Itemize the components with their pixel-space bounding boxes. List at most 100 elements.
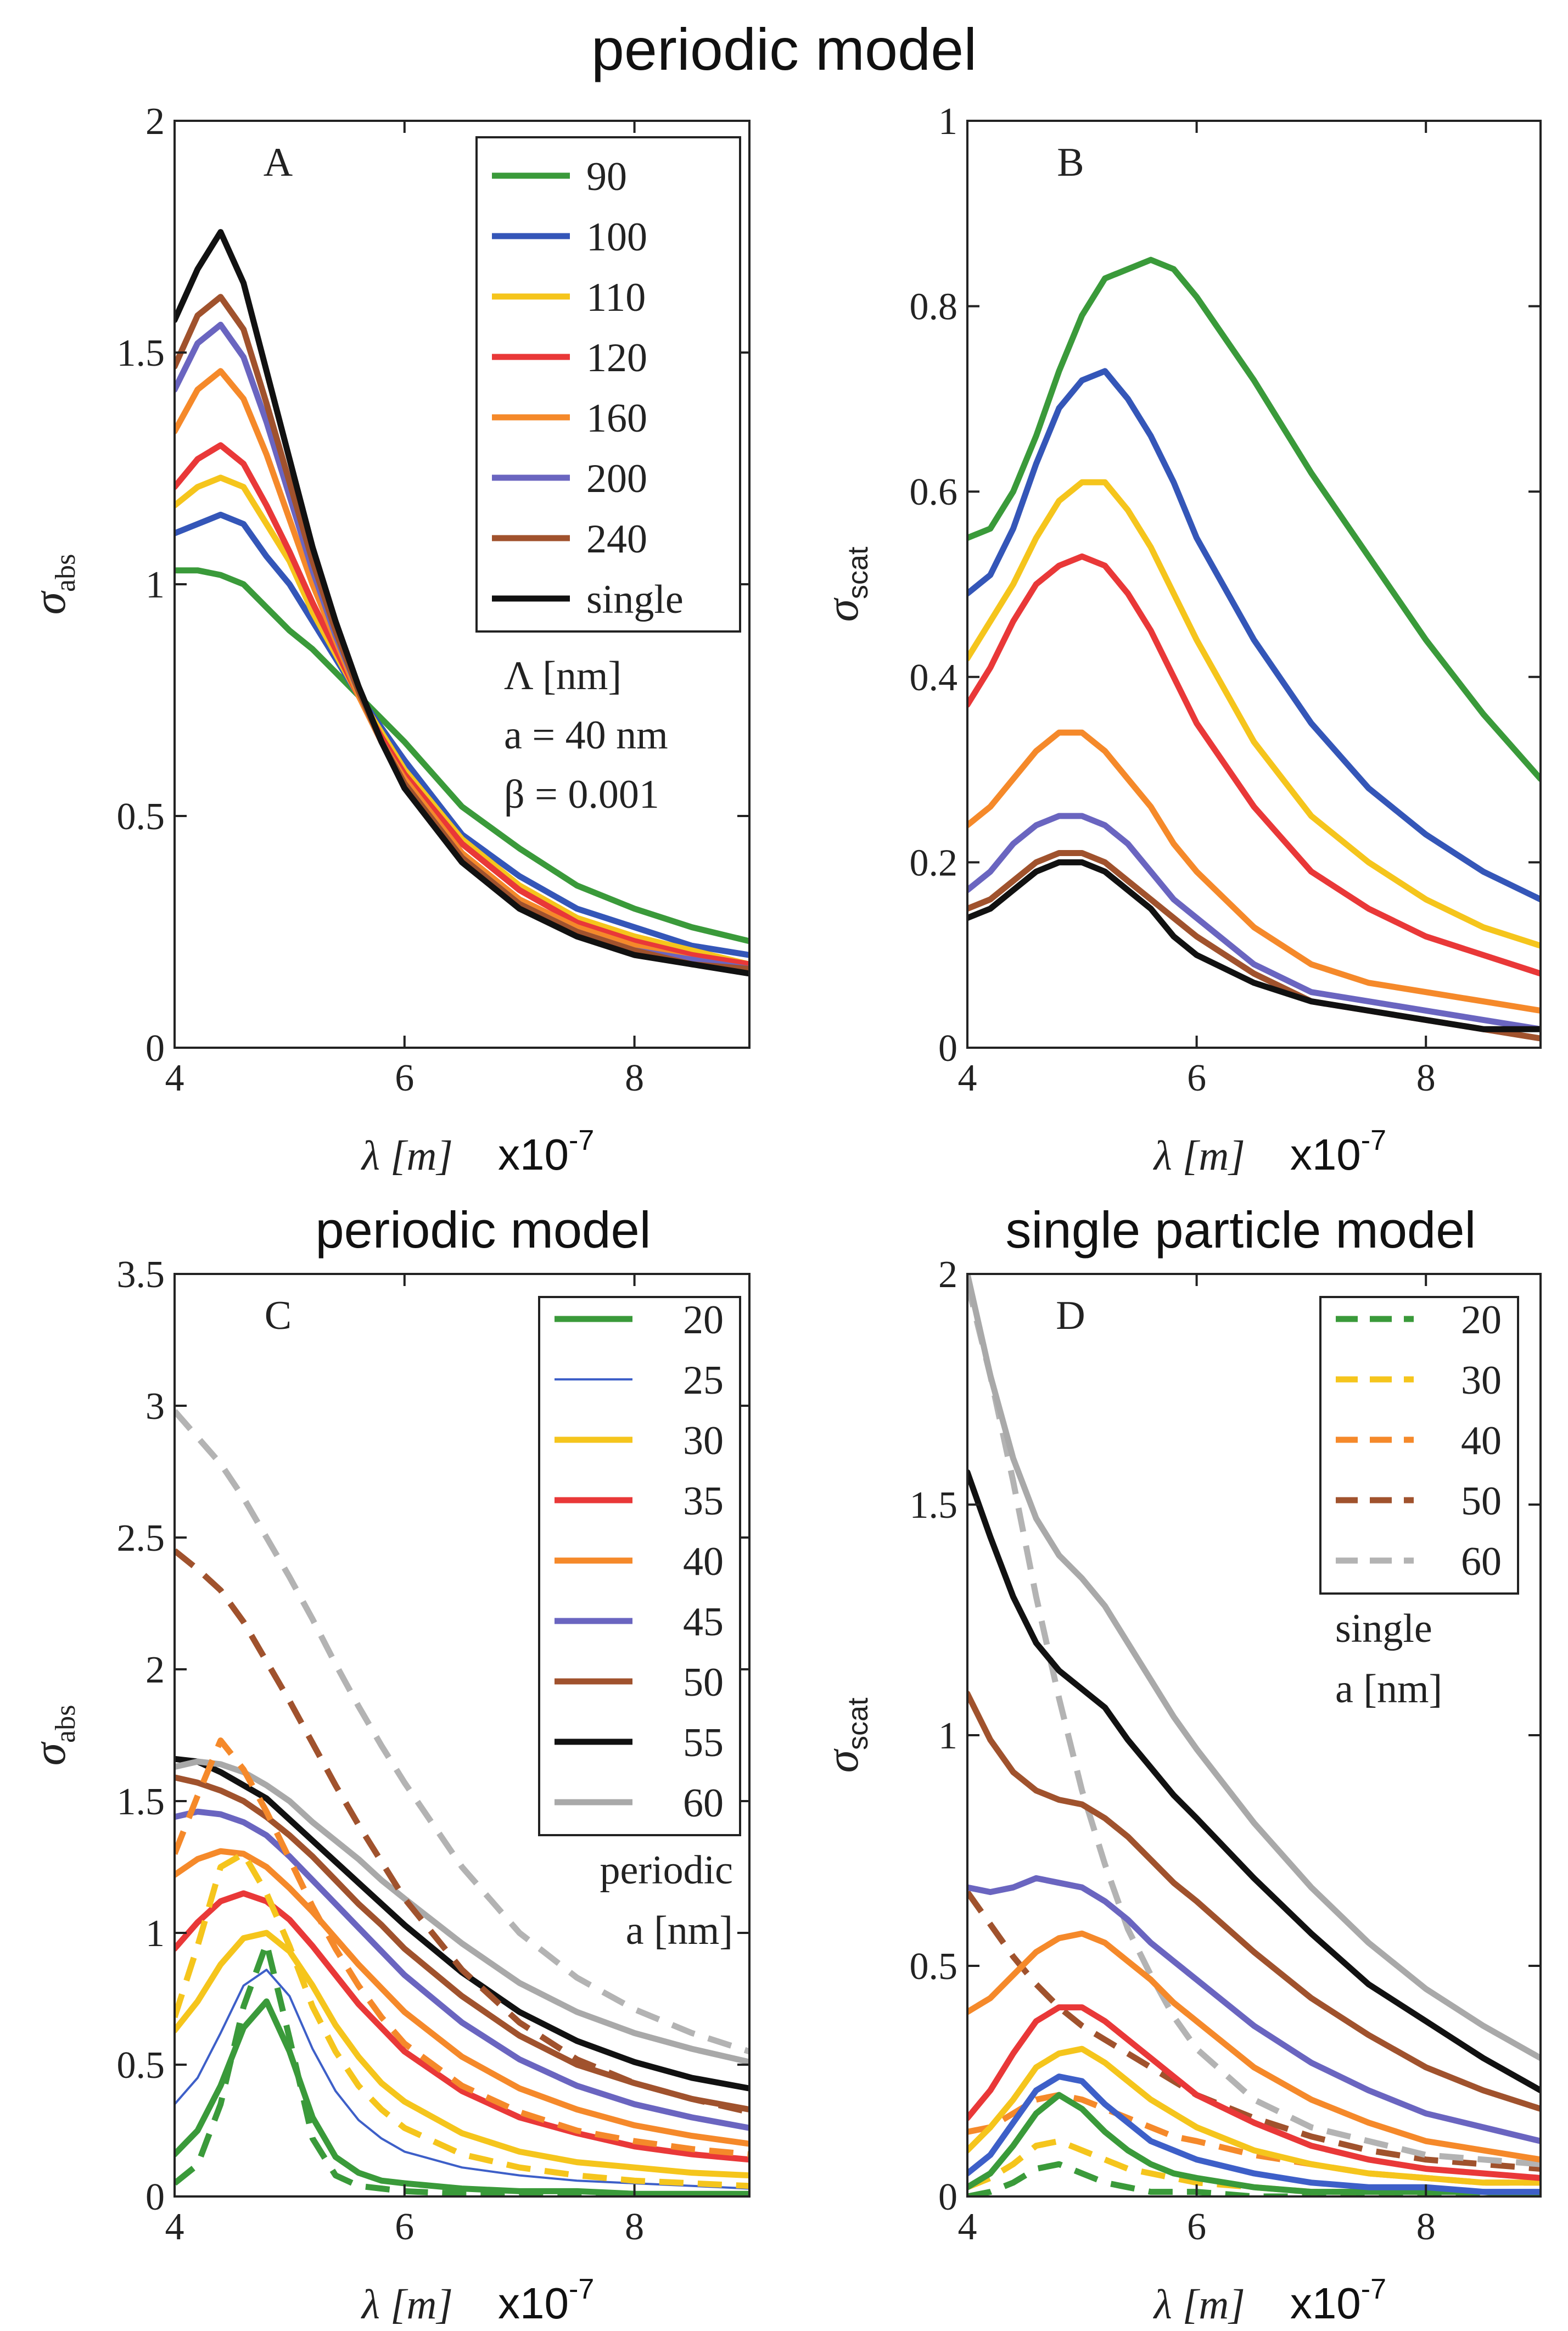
chart-a-ytick-label-1: 0.5 — [117, 796, 165, 838]
chart-c-series-line-5 — [175, 1808, 749, 2131]
chart-d-annotation-0: single — [1335, 1606, 1432, 1651]
chart-b-lines — [967, 256, 1541, 1042]
chart-d-series-line-13 — [967, 1274, 1541, 2061]
chart-b-xtick-label-0: 4 — [958, 1057, 977, 1099]
chart-c-series-line-9 — [175, 1940, 749, 2196]
chart-d-series-line-8 — [967, 2004, 1541, 2181]
chart-a-ytick-label-0: 0 — [145, 1027, 165, 1070]
chart-a-ytick-label-2: 1 — [145, 564, 165, 606]
chart-d-series-line-12 — [967, 1469, 1541, 2094]
chart-a-legend-label-6: 240 — [586, 517, 647, 562]
chart-d-annotation-1: a [nm] — [1335, 1667, 1442, 1712]
chart-b-xscale-note: x10-7 — [1290, 1125, 1386, 1179]
chart-c-ytick-label-5: 2.5 — [117, 1517, 165, 1559]
chart-d-series-line-0 — [967, 2161, 1541, 2196]
chart-c-series-line-3 — [175, 1890, 749, 2163]
chart-a-xtick-label-0: 4 — [165, 1057, 184, 1099]
chart-b-xlabel: λ [m] — [1153, 1133, 1245, 1179]
chart-a-xscale-note: x10-7 — [498, 1125, 594, 1179]
chart-c-ytick-label-1: 0.5 — [117, 2044, 165, 2087]
chart-a-annotation-1: a = 40 nm — [504, 713, 668, 758]
chart-d-xlabel: λ [m] — [1153, 2282, 1245, 2328]
chart-d-series-line-6 — [967, 2073, 1541, 2195]
chart-a-xlabel: λ [m] — [361, 1133, 453, 1179]
chart-c-series-line-2 — [175, 1930, 749, 2179]
chart-d-series-line-7 — [967, 2045, 1541, 2186]
chart-d-xscale-exp: -7 — [1361, 2273, 1386, 2305]
chart-c-series-line-11 — [175, 1737, 749, 2157]
chart-c-ytick-label-6: 3 — [145, 1385, 165, 1428]
chart-c-ylabel: σabs — [24, 1705, 81, 1766]
chart-a-legend-label-1: 100 — [586, 215, 647, 260]
chart-c-series-line-12 — [175, 1548, 749, 2115]
chart-d-xtick-label-1: 6 — [1187, 2206, 1206, 2248]
chart-c-legend-label-4: 40 — [683, 1539, 724, 1584]
chart-c-xtick-label-2: 8 — [625, 2206, 644, 2248]
chart-a-annotation-0: Λ [nm] — [504, 653, 621, 698]
chart-d-xtick-label-2: 8 — [1416, 2206, 1436, 2248]
chart-c-ytick-label-2: 1 — [145, 1913, 165, 1955]
chart-d-lines — [967, 1274, 1541, 2196]
chart-c-legend-label-5: 45 — [683, 1600, 724, 1645]
chart-c-ylabel-sub: abs — [50, 1705, 81, 1743]
chart-b-xtick-label-2: 8 — [1416, 1057, 1436, 1099]
chart-d-series-line-3 — [967, 1890, 1541, 2172]
chart-b-series-line-4 — [967, 729, 1541, 1014]
chart-d-panel-label: D — [1056, 1293, 1085, 1338]
chart-a-xtick-label-2: 8 — [625, 1057, 644, 1099]
chart-c-series-line-1 — [175, 1969, 749, 2190]
chart-c-xlabel: λ [m] — [361, 2282, 453, 2328]
figure-title-top: periodic model — [591, 16, 977, 82]
chart-a-panel-label: A — [264, 140, 293, 185]
chart-c-legend-label-7: 55 — [683, 1720, 724, 1765]
chart-d-group: 0 0.5 1 1.5 2 4 6 8 λ [m] x10-7 σscat D 20 30 40 50 60 si… — [817, 1254, 1542, 2328]
chart-d-legend-label-0: 20 — [1461, 1298, 1502, 1343]
chart-c-legend-label-8: 60 — [683, 1781, 724, 1826]
chart-c-series-line-10 — [175, 1851, 749, 2189]
chart-d-ylabel-sub: scat — [842, 1697, 874, 1750]
chart-d-xscale-base: x10 — [1290, 2279, 1361, 2328]
chart-b-ytick-label-1: 0.2 — [910, 842, 958, 884]
chart-a-group: 0 0.5 1 1.5 2 4 6 8 λ [m] x10-7 σabs A 90 100 110 120 16… — [24, 100, 751, 1179]
chart-d-ytick-label-4: 2 — [938, 1254, 957, 1296]
chart-c-series-line-7 — [175, 1756, 749, 2092]
figure-title-d: single particle model — [1005, 1201, 1476, 1259]
chart-c-annotation-0: periodic — [600, 1848, 733, 1893]
chart-a-legend-label-7: single — [586, 577, 684, 622]
chart-b-series-line-1 — [967, 368, 1541, 903]
chart-c-xtick-label-1: 6 — [395, 2206, 414, 2248]
chart-a-ytick-label-4: 2 — [145, 100, 165, 143]
chart-b-xscale-exp: -7 — [1361, 1125, 1386, 1156]
chart-c-series-line-6 — [175, 1774, 749, 2113]
chart-a-ylabel-main: σ — [24, 590, 75, 614]
chart-d-legend-box — [1319, 1296, 1519, 1595]
chart-b-xscale-base: x10 — [1290, 1130, 1361, 1179]
chart-c-ytick-label-4: 2 — [145, 1649, 165, 1691]
chart-c-annotation-1: a [nm] — [626, 1908, 733, 1953]
chart-c-series-line-0 — [175, 1998, 749, 2196]
chart-c-ylabel-main: σ — [24, 1741, 75, 1765]
chart-a-xscale-base: x10 — [498, 1130, 569, 1179]
chart-c-frame — [173, 1273, 751, 2198]
chart-d-series-line-4 — [967, 1282, 1541, 2167]
chart-b-ytick-label-4: 0.8 — [910, 286, 958, 328]
chart-b-ytick-label-3: 0.6 — [910, 471, 958, 513]
chart-d-legend-label-2: 40 — [1461, 1418, 1502, 1463]
chart-d-xscale-note: x10-7 — [1290, 2273, 1386, 2328]
chart-d-legend-label-3: 50 — [1461, 1479, 1502, 1524]
chart-c-group: 0 0.5 1 1.5 2 2.5 3 3.5 4 6 8 λ [m] x10-7 σabs C 20 25 30… — [24, 1254, 751, 2328]
chart-b-series-line-3 — [967, 553, 1541, 977]
chart-d-series-line-5 — [967, 2092, 1541, 2196]
chart-b-ylabel-main: σ — [817, 597, 868, 622]
chart-a-legend-label-5: 200 — [586, 456, 647, 501]
chart-c-legend-label-6: 50 — [683, 1660, 724, 1705]
chart-d-xtick-label-0: 4 — [958, 2206, 977, 2248]
chart-a-legend-label-0: 90 — [586, 154, 627, 199]
chart-d-series-line-10 — [967, 1875, 1541, 2144]
chart-a-legend-label-2: 110 — [586, 275, 646, 320]
chart-b-series-line-7 — [967, 859, 1541, 1032]
chart-a-legend-label-3: 120 — [586, 336, 647, 381]
chart-c-ytick-label-0: 0 — [145, 2176, 165, 2218]
chart-c-legend-label-3: 35 — [683, 1479, 724, 1524]
